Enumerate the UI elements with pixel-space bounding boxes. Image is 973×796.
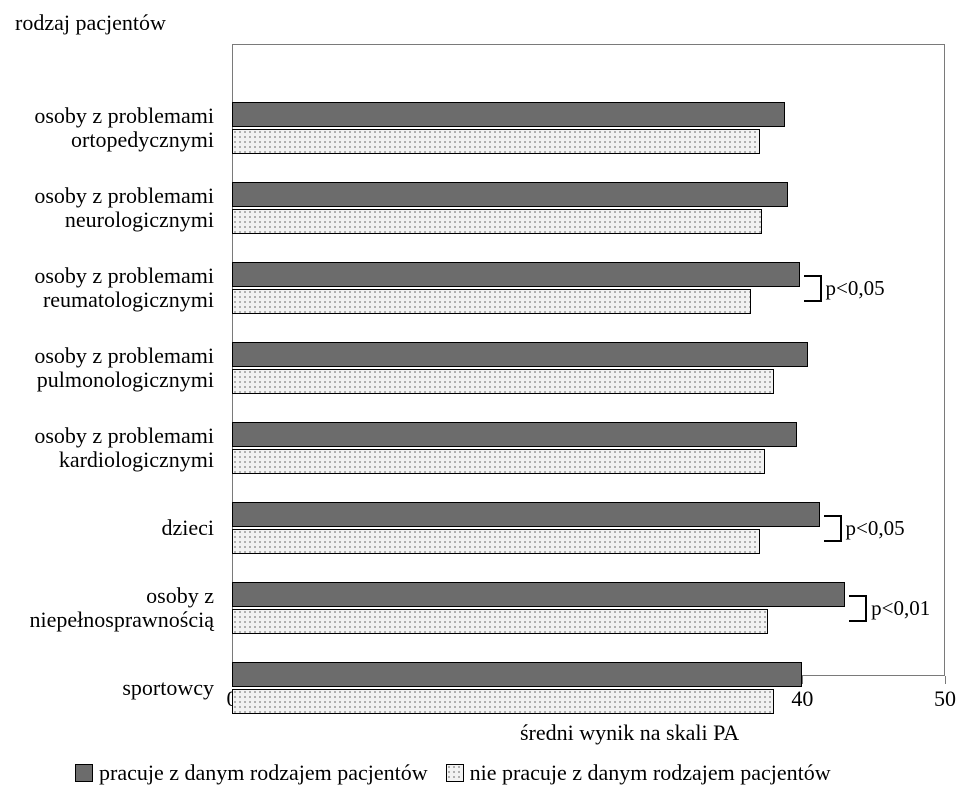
category-label: osoby z problemami pulmonologicznymi xyxy=(0,344,214,392)
legend-label-works-with: pracuje z danym rodzajem pacjentów xyxy=(99,760,428,786)
category-label: osoby z problemami ortopedycznymi xyxy=(0,104,214,152)
bar-not-works-with xyxy=(232,369,774,394)
legend-item-works-with: pracuje z danym rodzajem pacjentów xyxy=(75,760,428,786)
significance-label: p<0,05 xyxy=(826,276,885,301)
category-label: osoby z problemami kardiologicznymi xyxy=(0,424,214,472)
legend: pracuje z danym rodzajem pacjentów nie p… xyxy=(75,760,831,786)
significance-bracket xyxy=(824,515,842,542)
category-label: dzieci xyxy=(0,516,214,540)
bar-not-works-with xyxy=(232,689,774,714)
bar-works-with xyxy=(232,182,788,207)
bar-works-with xyxy=(232,422,797,447)
bar-works-with xyxy=(232,582,845,607)
category-label: sportowcy xyxy=(0,676,214,700)
bar-not-works-with xyxy=(232,209,762,234)
legend-label-not-works-with: nie pracuje z danym rodzajem pacjentów xyxy=(470,760,831,786)
significance-bracket xyxy=(849,595,867,622)
x-tick-label: 40 xyxy=(791,686,813,712)
x-tick xyxy=(802,676,803,684)
significance-bracket xyxy=(804,275,822,302)
x-tick xyxy=(945,676,946,684)
y-axis-title: rodzaj pacjentów xyxy=(15,10,166,36)
significance-label: p<0,01 xyxy=(871,596,930,621)
category-label: osoby z problemami reumatologicznymi xyxy=(0,264,214,312)
legend-item-not-works-with: nie pracuje z danym rodzajem pacjentów xyxy=(446,760,831,786)
bar-not-works-with xyxy=(232,289,751,314)
bar-not-works-with xyxy=(232,449,765,474)
legend-swatch-not-works-with xyxy=(446,764,464,782)
legend-swatch-works-with xyxy=(75,764,93,782)
category-label: osoby z niepełnosprawnością xyxy=(0,584,214,632)
bar-works-with xyxy=(232,342,808,367)
significance-label: p<0,05 xyxy=(846,516,905,541)
bar-works-with xyxy=(232,502,820,527)
bar-works-with xyxy=(232,662,802,687)
chart-container: rodzaj pacjentów średni wynik na skali P… xyxy=(0,0,973,796)
bar-not-works-with xyxy=(232,529,760,554)
bar-not-works-with xyxy=(232,129,760,154)
bar-works-with xyxy=(232,262,800,287)
bar-works-with xyxy=(232,102,785,127)
bar-not-works-with xyxy=(232,609,768,634)
x-tick-label: 50 xyxy=(934,686,956,712)
category-label: osoby z problemami neurologicznymi xyxy=(0,184,214,232)
x-axis-title: średni wynik na skali PA xyxy=(520,720,739,746)
